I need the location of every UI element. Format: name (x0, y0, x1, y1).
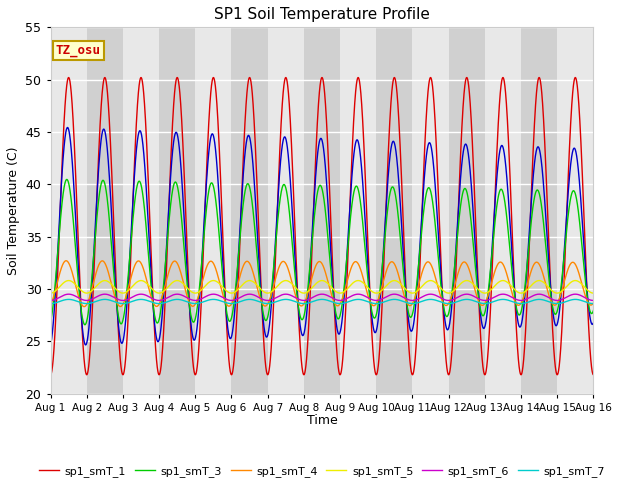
sp1_smT_7 (560, 300, 568, 305)
sp1_smT_2 (567, 161, 575, 167)
sp1_smT_5 (304, 289, 312, 295)
sp1_smT_2 (459, 152, 467, 158)
sp1_smT_4 (589, 300, 597, 306)
sp1_smT_4 (47, 301, 54, 307)
sp1_smT_6 (304, 297, 312, 303)
sp1_smT_2 (304, 300, 312, 306)
sp1_smT_5 (444, 290, 451, 296)
sp1_smT_4 (567, 261, 575, 266)
sp1_smT_2 (589, 320, 597, 326)
Text: TZ_osu: TZ_osu (56, 44, 101, 57)
sp1_smT_4 (62, 258, 70, 264)
sp1_smT_3 (63, 177, 70, 182)
sp1_smT_6 (560, 296, 568, 301)
sp1_smT_5 (65, 278, 72, 284)
sp1_smT_6 (567, 292, 575, 298)
sp1_smT_6 (47, 298, 54, 303)
sp1_smT_5 (231, 289, 239, 295)
Line: sp1_smT_4: sp1_smT_4 (51, 261, 593, 307)
sp1_smT_1 (47, 372, 54, 378)
sp1_smT_2 (231, 303, 239, 309)
Bar (232, 27, 268, 394)
sp1_smT_7 (231, 300, 239, 306)
Bar (304, 27, 340, 394)
Title: SP1 Soil Temperature Profile: SP1 Soil Temperature Profile (214, 7, 430, 22)
Line: sp1_smT_6: sp1_smT_6 (51, 294, 593, 300)
sp1_smT_7 (47, 300, 54, 306)
sp1_smT_5 (459, 279, 467, 285)
sp1_smT_1 (444, 369, 451, 374)
sp1_smT_3 (304, 288, 312, 294)
sp1_smT_7 (589, 300, 597, 306)
sp1_smT_6 (444, 298, 451, 303)
sp1_smT_5 (567, 280, 575, 286)
sp1_smT_1 (65, 74, 72, 80)
sp1_smT_5 (47, 290, 54, 296)
sp1_smT_6 (589, 298, 597, 303)
sp1_smT_6 (459, 292, 467, 298)
sp1_smT_2 (82, 342, 90, 348)
sp1_smT_3 (567, 195, 575, 201)
sp1_smT_4 (560, 280, 568, 286)
sp1_smT_1 (567, 121, 575, 127)
sp1_smT_2 (444, 327, 451, 333)
sp1_smT_5 (560, 287, 568, 292)
Legend: sp1_smT_1, sp1_smT_2, sp1_smT_3, sp1_smT_4, sp1_smT_5, sp1_smT_6, sp1_smT_7: sp1_smT_1, sp1_smT_2, sp1_smT_3, sp1_smT… (35, 461, 610, 480)
sp1_smT_4 (231, 291, 239, 297)
Line: sp1_smT_7: sp1_smT_7 (51, 300, 593, 303)
sp1_smT_7 (304, 300, 312, 306)
sp1_smT_7 (65, 297, 72, 302)
X-axis label: Time: Time (307, 414, 337, 427)
sp1_smT_6 (65, 291, 72, 297)
Bar (159, 27, 195, 394)
sp1_smT_4 (459, 260, 467, 265)
sp1_smT_3 (231, 290, 239, 296)
sp1_smT_4 (81, 304, 88, 310)
sp1_smT_3 (459, 190, 467, 195)
Bar (86, 27, 123, 394)
Line: sp1_smT_1: sp1_smT_1 (51, 77, 593, 375)
sp1_smT_4 (304, 291, 312, 297)
Line: sp1_smT_5: sp1_smT_5 (51, 281, 593, 293)
sp1_smT_3 (47, 319, 54, 325)
sp1_smT_3 (81, 322, 89, 328)
sp1_smT_3 (560, 254, 568, 260)
Bar (521, 27, 557, 394)
sp1_smT_2 (560, 252, 568, 258)
sp1_smT_7 (567, 297, 575, 303)
Line: sp1_smT_3: sp1_smT_3 (51, 180, 593, 325)
sp1_smT_2 (47, 342, 54, 348)
Bar (376, 27, 412, 394)
sp1_smT_4 (444, 302, 451, 308)
sp1_smT_3 (589, 308, 597, 313)
sp1_smT_1 (231, 344, 239, 350)
sp1_smT_2 (63, 125, 71, 131)
sp1_smT_1 (560, 282, 568, 288)
sp1_smT_7 (459, 297, 467, 303)
Bar (449, 27, 485, 394)
sp1_smT_3 (444, 313, 451, 319)
sp1_smT_5 (589, 290, 597, 296)
Y-axis label: Soil Temperature (C): Soil Temperature (C) (7, 146, 20, 275)
Line: sp1_smT_2: sp1_smT_2 (51, 128, 593, 345)
sp1_smT_1 (304, 343, 312, 348)
sp1_smT_7 (444, 300, 451, 306)
sp1_smT_6 (231, 297, 239, 303)
sp1_smT_1 (459, 109, 467, 115)
sp1_smT_1 (589, 372, 597, 378)
